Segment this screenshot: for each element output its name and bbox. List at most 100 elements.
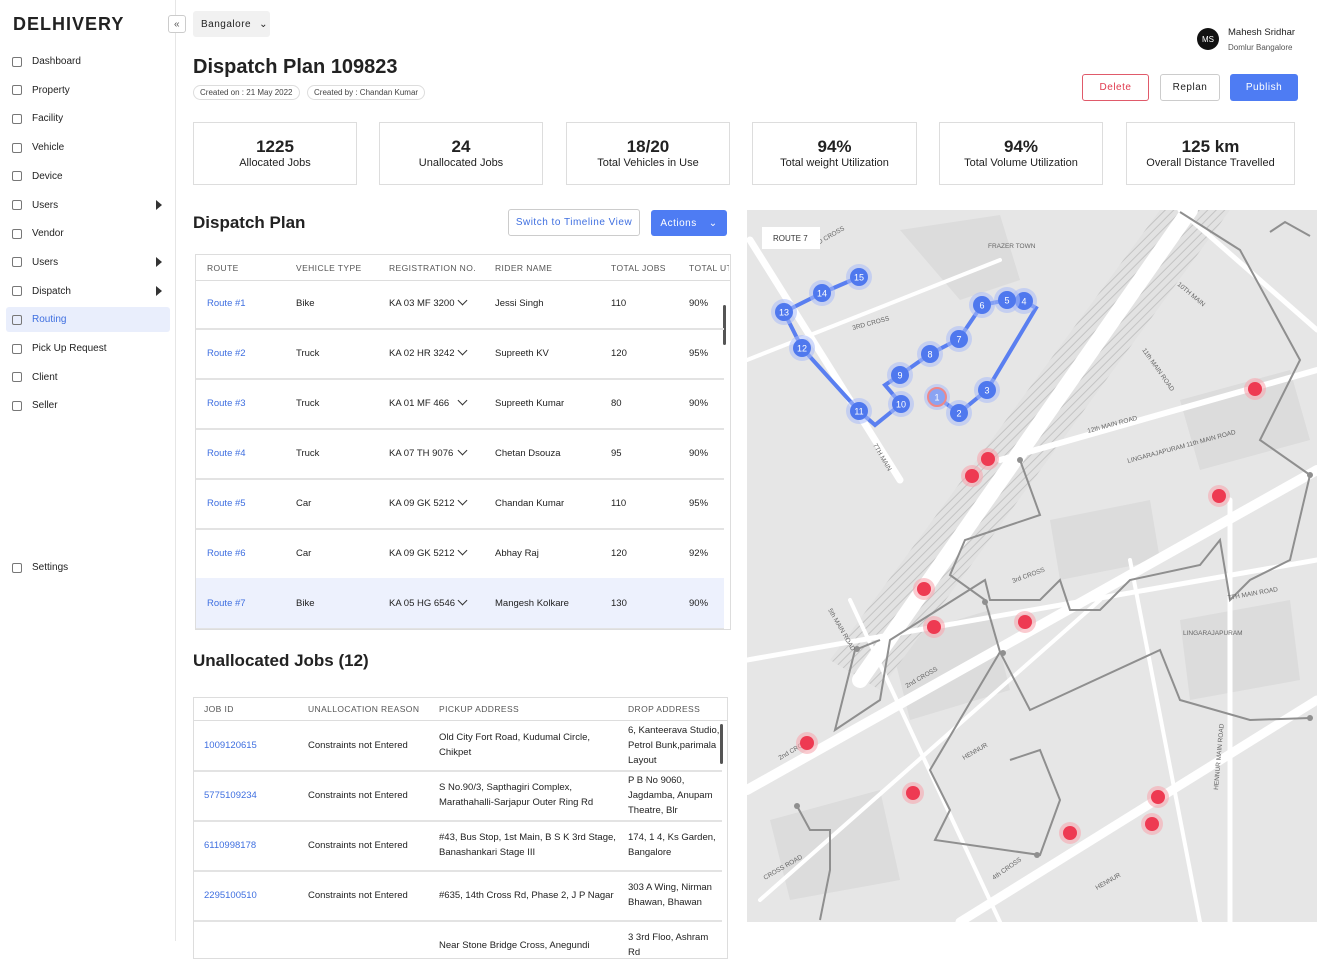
- job-marker[interactable]: [927, 620, 941, 634]
- submenu-arrow: [156, 257, 162, 268]
- collapse-button[interactable]: «: [168, 15, 186, 33]
- actions-button[interactable]: Actions ⌄: [651, 210, 727, 236]
- job-marker[interactable]: [1151, 790, 1165, 804]
- nav-item[interactable]: Seller: [6, 393, 170, 418]
- nav-icon: [12, 562, 22, 573]
- job-marker[interactable]: [1145, 817, 1159, 831]
- nav-item[interactable]: Settings: [6, 555, 170, 580]
- stop-number: 5: [1004, 296, 1009, 306]
- route-link[interactable]: Route #7: [207, 597, 246, 609]
- street-label: FRAZER TOWN: [988, 243, 1036, 250]
- nav-item[interactable]: Vendor: [6, 221, 170, 246]
- drop-address: 174, 1 4, Ks Garden, Bangalore: [628, 832, 716, 858]
- job-marker[interactable]: [1018, 615, 1032, 629]
- route-stop[interactable]: [892, 395, 910, 413]
- reason: [308, 920, 436, 958]
- column-header[interactable]: DROP ADDRESS: [628, 704, 701, 714]
- stat-label: Total Volume Utilization: [964, 157, 1078, 169]
- job-marker[interactable]: [1212, 489, 1226, 503]
- column-header[interactable]: ROUTE: [207, 262, 239, 273]
- nav-item[interactable]: Vehicle: [6, 135, 170, 160]
- route-stop[interactable]: [927, 387, 947, 407]
- nav-item[interactable]: Client: [6, 365, 170, 390]
- nav-item[interactable]: Dashboard: [6, 49, 170, 74]
- route-link[interactable]: Route #3: [207, 397, 246, 409]
- column-header[interactable]: VEHICLE TYPE: [296, 262, 362, 273]
- route-stop[interactable]: [891, 366, 909, 384]
- route-stop[interactable]: [850, 268, 868, 286]
- nav-icon: [12, 142, 22, 153]
- divider: [196, 428, 724, 430]
- job-marker[interactable]: [917, 582, 931, 596]
- nav-item[interactable]: Pick Up Request: [6, 336, 170, 361]
- utilization: 92%: [689, 547, 709, 559]
- job-id-link[interactable]: 5775109234: [204, 789, 257, 801]
- route-stop[interactable]: [950, 330, 968, 348]
- job-id-link[interactable]: 6110998178: [204, 839, 257, 851]
- route-stop[interactable]: [921, 345, 939, 363]
- column-header[interactable]: JOB ID: [204, 704, 234, 714]
- job-marker[interactable]: [1248, 382, 1262, 396]
- job-id-link[interactable]: 1009120615: [204, 739, 257, 751]
- vehicle-type: Bike: [296, 297, 315, 309]
- utilization: 95%: [689, 347, 709, 359]
- column-header[interactable]: TOTAL UTILIZATION: [689, 262, 729, 273]
- route-link[interactable]: Route #4: [207, 447, 246, 459]
- nav-item[interactable]: Property: [6, 78, 170, 103]
- job-id-link[interactable]: 2295100510: [204, 889, 257, 901]
- nav-item[interactable]: Users: [6, 193, 170, 218]
- publish-button[interactable]: Publish: [1230, 74, 1298, 101]
- job-marker[interactable]: [981, 452, 995, 466]
- stat-value: 24: [451, 137, 471, 156]
- route-stop[interactable]: [973, 296, 991, 314]
- stop-number: 9: [897, 371, 902, 381]
- nav-icon: [12, 343, 22, 354]
- logo[interactable]: DELHIVERY: [13, 14, 125, 34]
- job-marker[interactable]: [800, 736, 814, 750]
- nav-item[interactable]: Routing: [6, 307, 170, 333]
- location-select[interactable]: Bangalore ⌄: [193, 11, 270, 37]
- route-stop[interactable]: [793, 339, 811, 357]
- nav-item[interactable]: Device: [6, 164, 170, 189]
- route-stop[interactable]: [813, 284, 831, 302]
- stop-number: 4: [1021, 297, 1026, 307]
- registration-no: KA 09 GK 5212: [389, 497, 455, 509]
- stat-value: 94%: [817, 137, 852, 156]
- route-link[interactable]: Route #5: [207, 497, 246, 509]
- job-marker[interactable]: [965, 469, 979, 483]
- pickup-address: Old City Fort Road, Kudumal Circle, Chik…: [439, 732, 590, 758]
- nav-icon: [12, 314, 22, 325]
- delete-button[interactable]: Delete: [1082, 74, 1149, 101]
- route-link[interactable]: Route #1: [207, 297, 246, 309]
- rider-name: Chandan Kumar: [495, 497, 565, 509]
- stat-value: 125 km: [1181, 137, 1240, 156]
- column-header[interactable]: UNALLOCATION REASON: [308, 704, 420, 714]
- job-marker[interactable]: [1063, 826, 1077, 840]
- rider-name: Supreeth Kumar: [495, 397, 565, 409]
- nav-label: Dashboard: [32, 56, 81, 67]
- column-header[interactable]: REGISTRATION NO.: [389, 262, 476, 273]
- job-id-link[interactable]: [204, 920, 304, 958]
- replan-button[interactable]: Replan: [1160, 74, 1220, 101]
- column-header[interactable]: PICKUP ADDRESS: [439, 704, 520, 714]
- timeline-button[interactable]: Switch to Timeline View: [508, 209, 640, 236]
- route-stop[interactable]: [998, 291, 1016, 309]
- route-link[interactable]: Route #2: [207, 347, 246, 359]
- nav-label: Device: [32, 170, 63, 182]
- route-link[interactable]: Route #6: [207, 547, 246, 559]
- nav-item[interactable]: Facility: [6, 106, 170, 131]
- user-place: Domlur Bangalore: [1228, 43, 1293, 52]
- column-header[interactable]: RIDER NAME: [495, 262, 553, 273]
- nav-item[interactable]: Users: [6, 250, 170, 275]
- avatar[interactable]: MS: [1197, 28, 1219, 50]
- column-header[interactable]: TOTAL JOBS: [611, 262, 666, 273]
- nav-item[interactable]: Dispatch: [6, 279, 170, 304]
- route-stop[interactable]: [850, 402, 868, 420]
- route-stop[interactable]: [978, 381, 996, 399]
- divider: [196, 528, 724, 530]
- route-stop[interactable]: [775, 303, 793, 321]
- route-stop[interactable]: [950, 404, 968, 422]
- job-marker[interactable]: [906, 786, 920, 800]
- registration-no: KA 01 MF 466: [389, 397, 450, 409]
